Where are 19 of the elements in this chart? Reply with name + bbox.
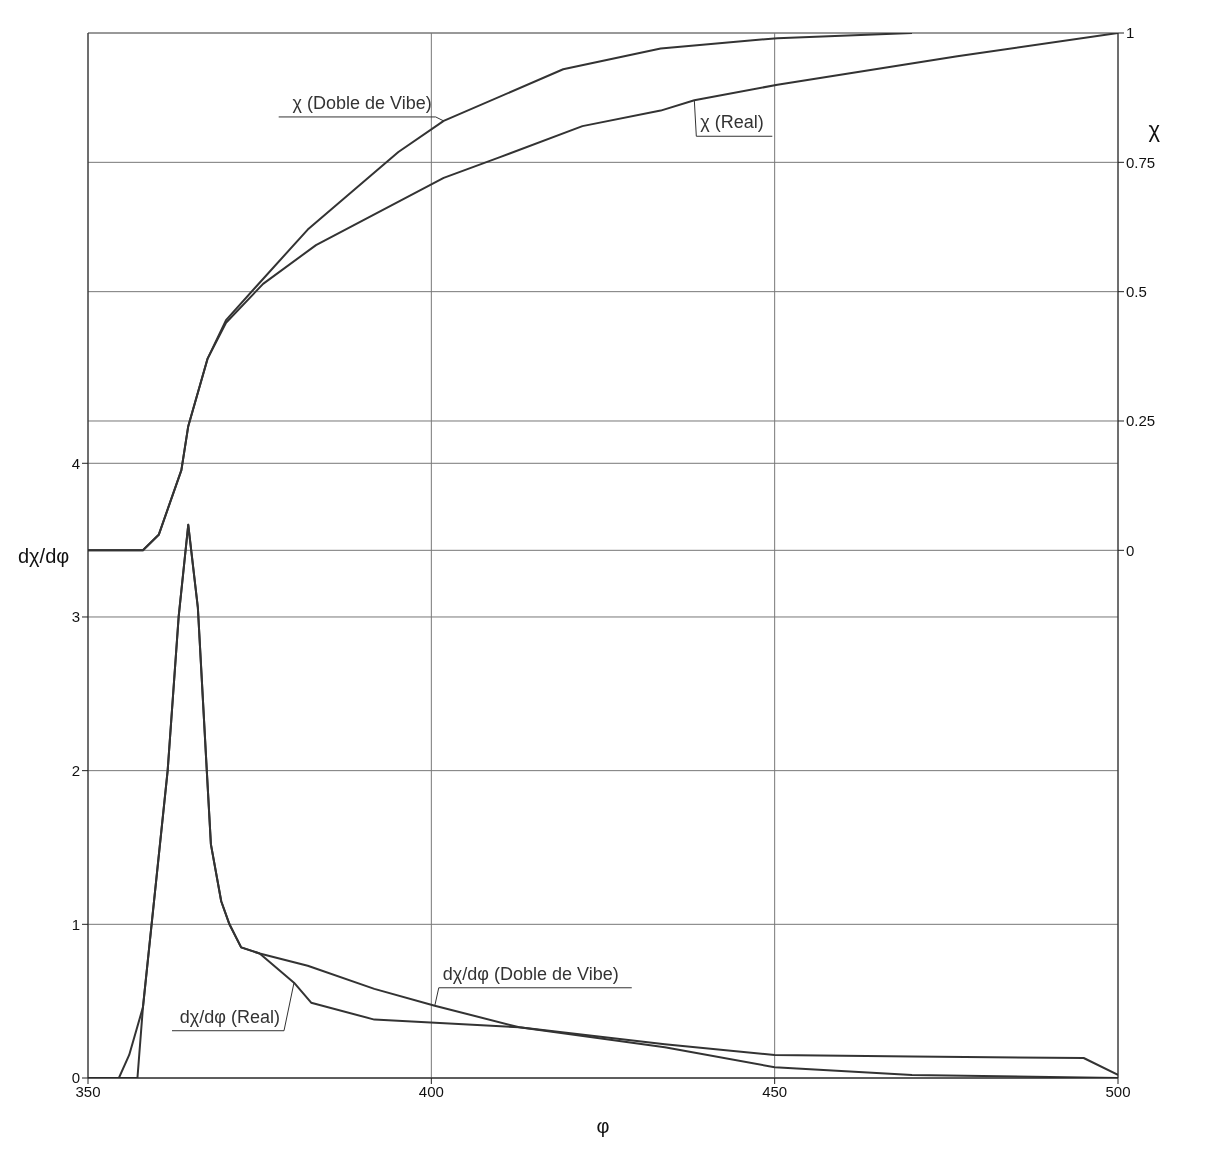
y-tick-label: 1 — [71, 915, 80, 933]
y2-tick-label: 0.5 — [1126, 282, 1147, 300]
y-tick-label: 3 — [71, 608, 80, 626]
x-tick-label: 500 — [1105, 1082, 1131, 1100]
y-tick-label: 4 — [71, 454, 80, 472]
series-label: χ (Doble de Vibe) — [292, 92, 432, 113]
y-tick-label: 2 — [71, 761, 80, 779]
y2-tick-label: 0.25 — [1126, 412, 1156, 430]
y2-tick-label: 0 — [1126, 541, 1135, 559]
series-label: dχ/dφ (Real) — [179, 1006, 280, 1027]
x-tick-label: 400 — [418, 1082, 444, 1100]
series-label: χ (Real) — [700, 112, 764, 133]
y2-tick-label: 0.75 — [1126, 153, 1156, 171]
series-label: dχ/dφ (Doble de Vibe) — [442, 963, 619, 984]
x-tick-label: 450 — [762, 1082, 788, 1100]
y-axis-title: dχ/dφ — [18, 544, 70, 567]
x-axis-title: φ — [596, 1115, 610, 1137]
y2-tick-label: 1 — [1126, 24, 1135, 42]
y2-axis-title: χ — [1148, 116, 1161, 142]
